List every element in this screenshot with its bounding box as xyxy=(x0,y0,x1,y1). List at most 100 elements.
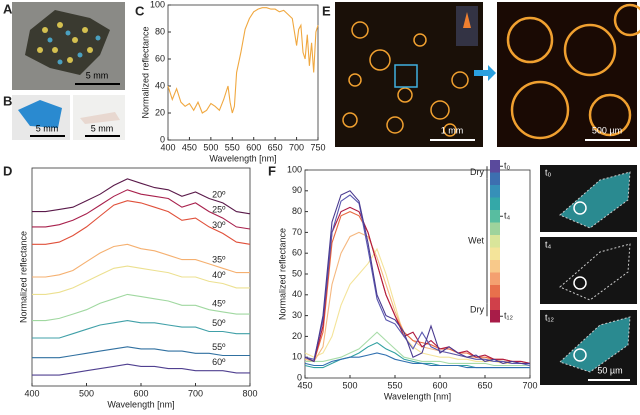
colorbar-cell xyxy=(490,222,500,235)
curve-label: 35º xyxy=(212,255,226,265)
x-tick-label: 500 xyxy=(203,142,218,152)
x-tick-label: 500 xyxy=(342,380,357,390)
x-tick-label: 650 xyxy=(477,380,492,390)
curve-label: 45º xyxy=(212,298,226,308)
scale-label: 5 mm xyxy=(86,70,109,80)
colorbar-cell xyxy=(490,310,500,323)
phase-label: Dry xyxy=(470,304,484,314)
plot-frame xyxy=(167,4,319,141)
panel-label: F xyxy=(268,163,276,178)
panel-label: B xyxy=(3,93,12,108)
y-axis-label: Normalized reflectance xyxy=(140,26,150,118)
data-line xyxy=(32,189,251,230)
x-axis-label: Wavelength [nm] xyxy=(384,391,451,401)
y-tick-label: 20 xyxy=(292,331,302,341)
y-tick-label: 80 xyxy=(292,206,302,216)
curve-label: 20º xyxy=(212,189,226,199)
x-tick-label: 400 xyxy=(24,388,39,398)
data-line xyxy=(32,265,250,295)
curve-label: 55º xyxy=(212,342,226,352)
data-line xyxy=(32,320,250,339)
x-tick-label: 700 xyxy=(188,388,203,398)
photo-e xyxy=(335,2,640,147)
data-line xyxy=(32,178,251,215)
x-tick-label: 600 xyxy=(432,380,447,390)
data-line xyxy=(32,200,251,245)
x-tick-label: 600 xyxy=(133,388,148,398)
x-tick-label: 800 xyxy=(242,388,257,398)
data-line xyxy=(32,346,250,359)
x-tick-label: 700 xyxy=(289,142,304,152)
y-tick-label: 40 xyxy=(155,80,165,90)
y-tick-label: 100 xyxy=(287,164,302,174)
x-axis-label: Wavelength [nm] xyxy=(209,153,276,163)
colorbar-tick-label: t₀ xyxy=(504,161,511,171)
curve-label: 50º xyxy=(212,318,226,328)
colorbar-cell xyxy=(490,272,500,285)
x-tick-label: 700 xyxy=(522,380,537,390)
scale-label: 500 µm xyxy=(592,125,622,135)
y-tick-label: 0 xyxy=(160,134,165,144)
time-label: t₀ xyxy=(545,167,552,177)
y-tick-label: 60 xyxy=(292,248,302,258)
colorbar-cell xyxy=(490,297,500,310)
x-axis-label: Wavelength [nm] xyxy=(107,399,174,409)
curve-label: 30º xyxy=(212,220,226,230)
colorbar-cell xyxy=(490,172,500,185)
data-line xyxy=(167,7,319,114)
colorbar-tick-label: t₁₂ xyxy=(504,311,514,321)
data-line xyxy=(304,190,530,364)
x-tick-label: 750 xyxy=(310,142,325,152)
colorbar-cell xyxy=(490,210,500,223)
colorbar-cell xyxy=(490,197,500,210)
scale-label: 1 mm xyxy=(441,125,464,135)
photo-b xyxy=(12,95,125,140)
panel-label: C xyxy=(135,3,145,18)
scale-label: 5 mm xyxy=(91,123,114,133)
x-tick-label: 500 xyxy=(79,388,94,398)
time-label: t₁₂ xyxy=(545,312,555,322)
x-tick-label: 450 xyxy=(182,142,197,152)
colorbar-cell xyxy=(490,285,500,298)
data-line xyxy=(32,293,250,322)
x-tick-label: 450 xyxy=(297,380,312,390)
x-tick-label: 650 xyxy=(268,142,283,152)
colorbar-cell xyxy=(490,235,500,248)
x-tick-label: 600 xyxy=(246,142,261,152)
scale-label: 5 mm xyxy=(36,123,59,133)
panel-label: D xyxy=(3,163,12,178)
colorbar-cell xyxy=(490,260,500,273)
colorbar-cell xyxy=(490,185,500,198)
y-axis-label: Normalized reflectance xyxy=(277,228,287,320)
x-tick-label: 400 xyxy=(160,142,175,152)
photo-timelapse xyxy=(540,165,637,385)
y-tick-label: 50 xyxy=(292,268,302,278)
panel-label: A xyxy=(3,1,13,16)
scale-label: 50 µm xyxy=(597,365,622,375)
photo-a xyxy=(12,2,125,90)
y-axis-label: Normalized reflectance xyxy=(18,231,28,323)
x-tick-label: 550 xyxy=(387,380,402,390)
y-tick-label: 90 xyxy=(292,185,302,195)
y-tick-label: 30 xyxy=(292,310,302,320)
curve-label: 25º xyxy=(212,205,226,215)
data-line xyxy=(32,243,250,278)
y-tick-label: 20 xyxy=(155,107,165,117)
panel-label: E xyxy=(322,3,331,18)
colorbar-cell xyxy=(490,247,500,260)
y-tick-label: 0 xyxy=(297,372,302,382)
data-line xyxy=(304,352,530,369)
y-tick-label: 80 xyxy=(155,26,165,36)
y-tick-label: 10 xyxy=(292,352,302,362)
data-line xyxy=(32,363,250,376)
colorbar-cell xyxy=(490,160,500,173)
phase-label: Dry xyxy=(470,167,484,177)
time-label: t₄ xyxy=(545,239,552,249)
y-tick-label: 40 xyxy=(292,289,302,299)
data-line xyxy=(304,194,531,367)
colorbar-tick-label: t₄ xyxy=(504,211,511,221)
curve-label: 60º xyxy=(212,357,226,367)
data-line xyxy=(305,331,530,367)
y-tick-label: 60 xyxy=(155,53,165,63)
